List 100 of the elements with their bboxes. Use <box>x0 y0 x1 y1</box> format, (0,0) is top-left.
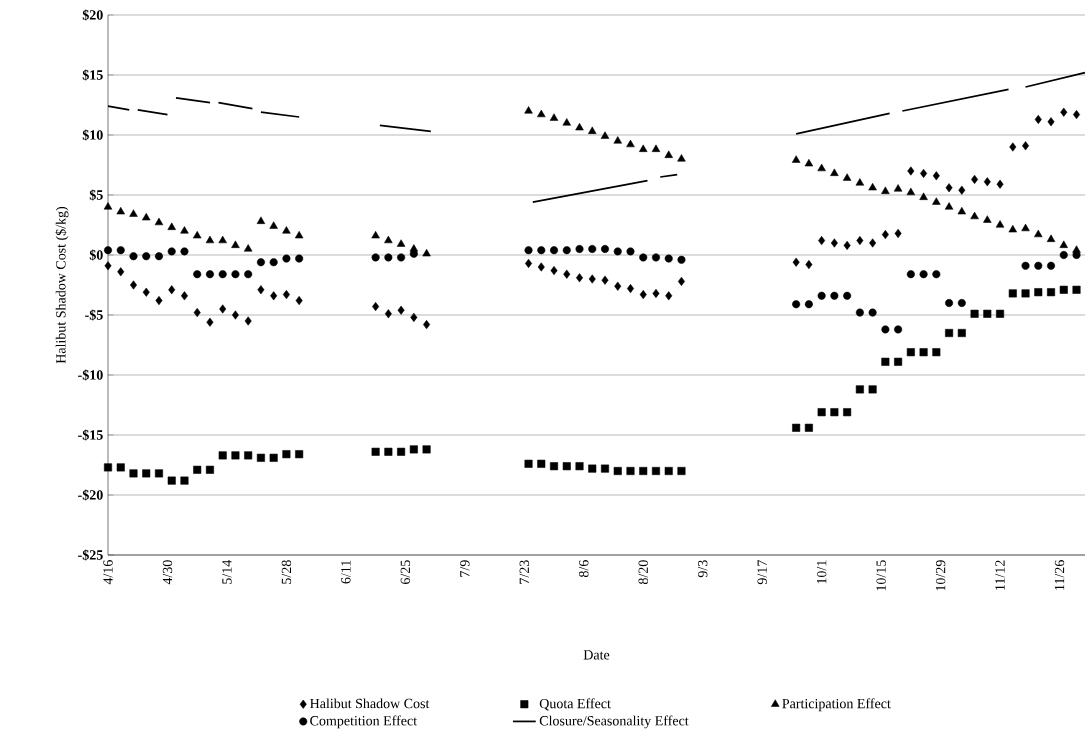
point <box>154 217 164 226</box>
point <box>1059 285 1068 294</box>
point <box>830 238 838 248</box>
x-tick-label: 6/25 <box>400 560 411 584</box>
point <box>154 252 163 261</box>
point <box>104 261 112 271</box>
point <box>244 316 252 326</box>
point <box>193 308 201 318</box>
point <box>524 459 533 468</box>
x-tick-label: 7/23 <box>519 560 530 584</box>
point <box>1072 285 1081 294</box>
point <box>639 290 647 300</box>
point <box>422 248 431 257</box>
point <box>294 230 304 239</box>
point <box>116 246 125 255</box>
point <box>1046 234 1056 242</box>
point <box>549 113 559 121</box>
y-tick-label: $0 <box>89 249 103 261</box>
point <box>881 325 890 334</box>
point <box>130 280 137 290</box>
point <box>869 238 877 248</box>
point <box>944 202 954 210</box>
point <box>842 173 852 181</box>
point <box>919 270 928 279</box>
point <box>792 300 801 309</box>
x-tick-label: 11/26 <box>1054 560 1065 590</box>
point <box>537 109 546 118</box>
point <box>205 235 215 244</box>
point <box>894 228 902 238</box>
legend-label: Competition Effect <box>310 715 418 729</box>
point <box>525 258 533 268</box>
point <box>1021 289 1030 298</box>
point <box>1059 250 1068 259</box>
point <box>614 281 622 291</box>
point <box>244 451 253 460</box>
point <box>677 276 685 286</box>
point <box>180 476 189 485</box>
point <box>804 158 814 167</box>
point <box>384 309 392 319</box>
point <box>205 270 214 279</box>
point <box>664 254 673 263</box>
point <box>1059 240 1068 248</box>
point <box>906 270 915 279</box>
point <box>384 235 393 244</box>
point <box>996 309 1005 318</box>
point <box>205 465 214 474</box>
point <box>550 462 559 471</box>
point <box>562 246 571 255</box>
point <box>167 222 176 230</box>
point <box>601 245 610 253</box>
point <box>218 235 227 244</box>
point <box>244 270 253 279</box>
y-tick-label: -$10 <box>78 369 103 381</box>
point <box>396 239 406 247</box>
point <box>129 469 138 478</box>
point <box>588 245 597 253</box>
point <box>906 348 915 357</box>
x-tick-label: 7/9 <box>460 560 470 577</box>
point <box>919 192 928 200</box>
y-tick-label: -$5 <box>85 309 103 321</box>
point <box>550 266 558 276</box>
y-tick-label: $20 <box>82 9 103 21</box>
x-tick-label: 9/17 <box>757 560 767 585</box>
point <box>626 247 635 256</box>
point <box>818 236 826 246</box>
x-tick-label: 8/6 <box>579 560 589 578</box>
point <box>103 202 113 210</box>
point <box>958 185 966 195</box>
point <box>970 211 979 220</box>
point <box>855 385 864 394</box>
point <box>945 329 954 337</box>
y-tick-label: -$20 <box>78 489 103 501</box>
point <box>626 467 635 475</box>
point <box>575 462 584 471</box>
point <box>804 300 813 309</box>
legend-label: Closure/Seasonality Effect <box>539 715 689 729</box>
point <box>805 260 813 270</box>
point <box>639 467 648 475</box>
point <box>550 246 559 255</box>
point <box>371 447 380 456</box>
point <box>1034 261 1043 270</box>
point <box>384 253 393 262</box>
point <box>639 253 648 262</box>
point <box>588 126 597 134</box>
x-tick-label: 11/12 <box>995 560 1005 590</box>
legend-label: Participation Effect <box>782 698 891 712</box>
point <box>792 257 800 267</box>
point <box>613 136 622 144</box>
x-tick-label: 9/3 <box>698 560 708 578</box>
point <box>995 220 1005 228</box>
point <box>651 144 661 152</box>
point <box>932 197 941 205</box>
x-tick-label: 8/20 <box>638 560 648 585</box>
point <box>180 291 188 301</box>
point <box>180 247 189 256</box>
point <box>843 240 851 250</box>
point <box>410 312 418 322</box>
point <box>167 476 176 485</box>
y-tick-label: $5 <box>89 189 103 201</box>
point <box>422 445 431 454</box>
